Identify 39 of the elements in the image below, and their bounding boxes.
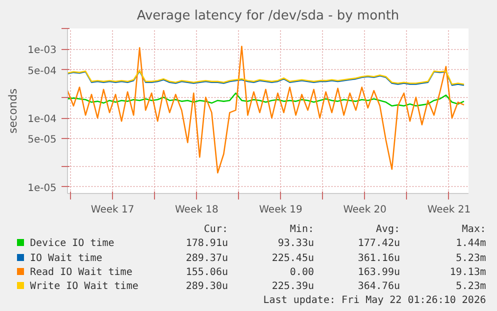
text: 364.76u	[356, 280, 400, 294]
text: Max:	[460, 223, 486, 237]
y-tick-label: 1e-05	[28, 182, 57, 194]
x-tick-label: Week 20	[343, 204, 387, 216]
legend-label: IO Wait time	[29, 252, 104, 266]
text: 93.33u	[276, 237, 314, 252]
text: 19.13m	[448, 266, 486, 280]
text: 5.23m	[454, 252, 486, 266]
text: Cur:	[202, 223, 228, 237]
y-axis-title: seconds	[6, 88, 20, 134]
text: 289.37u	[184, 252, 228, 266]
line-series	[68, 46, 465, 174]
y-tick-label: 5e-05	[28, 134, 57, 146]
text: 289.30u	[184, 280, 228, 294]
legend-label: Read IO Wait time	[29, 266, 134, 280]
y-tick-label: 5e-04	[28, 66, 57, 77]
text: 361.16u	[356, 252, 400, 266]
text: 0.00	[288, 266, 314, 280]
text: 178.91u	[184, 237, 228, 252]
y-tick-label: 1e-03	[28, 45, 57, 56]
text: 155.06u	[184, 266, 228, 280]
chart-title: Average latency for /dev/sda - by month	[136, 8, 400, 24]
text: Last update: Fri May 22 01:26:10 2026	[262, 294, 486, 308]
text: Min:	[288, 223, 314, 237]
legend-label: Write IO Wait time	[29, 280, 140, 294]
text: Avg:	[374, 223, 400, 237]
line-series	[68, 92, 465, 107]
x-tick-label: Week 18	[175, 204, 218, 216]
text: 177.42u	[356, 237, 400, 252]
x-tick-label: Week 19	[259, 204, 302, 216]
legend-label: Device IO time	[29, 237, 116, 252]
text: 163.99u	[356, 266, 400, 280]
text: 225.39u	[270, 280, 314, 294]
y-tick-label: 1e-04	[28, 114, 57, 126]
x-tick-label: Week 17	[90, 204, 134, 216]
text: 5.23m	[454, 280, 486, 294]
x-tick-label: Week 21	[427, 204, 471, 216]
text: 1.44m	[454, 237, 486, 252]
text: 225.45u	[270, 252, 314, 266]
